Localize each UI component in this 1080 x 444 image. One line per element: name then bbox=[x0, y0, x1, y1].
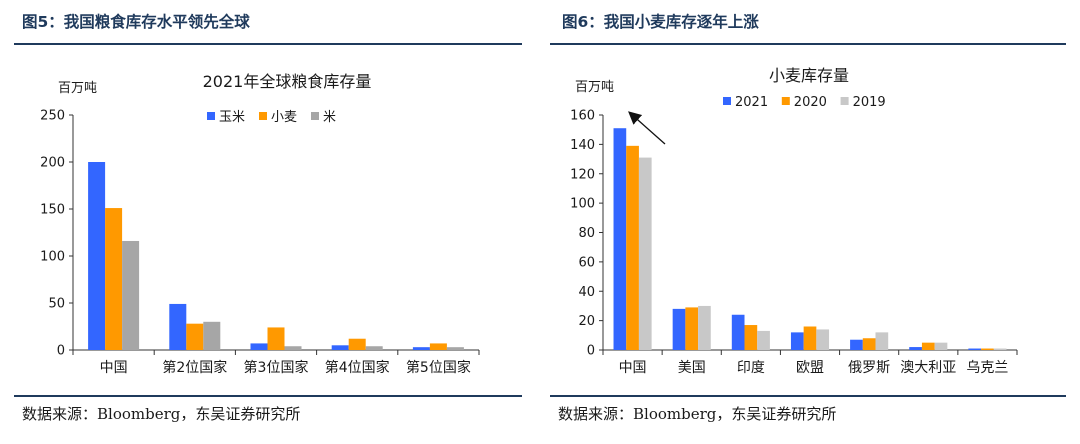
right-bottom-rule bbox=[550, 395, 1066, 397]
right-legend-label: 2021 bbox=[735, 95, 768, 110]
right-figure-panel: 图6：我国小麦库存逐年上涨 小麦库存量百万吨 0 20 40 60 80 100 120 140… bbox=[540, 0, 1080, 444]
right-bar bbox=[698, 305, 711, 350]
left-figure-title: 图5：我国粮食库存水平领先全球 bbox=[22, 13, 250, 31]
right-legend-label: 2019 bbox=[853, 95, 886, 110]
left-category-label: 第2位国家 bbox=[162, 359, 227, 376]
right-bar bbox=[921, 342, 935, 350]
right-bar bbox=[790, 332, 804, 350]
left-top-rule bbox=[14, 43, 522, 45]
left-chart-title: 2021年全球粮食库存量 bbox=[203, 72, 372, 91]
left-bottom-rule bbox=[14, 395, 522, 397]
right-bar bbox=[672, 308, 686, 350]
right-bar bbox=[613, 128, 627, 350]
left-bar bbox=[122, 240, 140, 350]
right-bar bbox=[816, 329, 830, 350]
right-category-label: 中国 bbox=[619, 360, 647, 376]
left-bar bbox=[429, 343, 447, 350]
left-legend-label: 米 bbox=[323, 110, 336, 125]
right-y-tick-label: 100 bbox=[570, 197, 595, 212]
left-y-tick-label: 0 bbox=[57, 344, 65, 359]
right-y-tick-label: 140 bbox=[570, 138, 595, 153]
left-y-tick-label: 50 bbox=[48, 297, 65, 312]
right-category-label: 乌克兰 bbox=[966, 360, 1008, 376]
right-y-tick-label: 120 bbox=[570, 167, 595, 182]
left-y-unit-label: 百万吨 bbox=[58, 81, 97, 96]
right-y-tick-label: 60 bbox=[578, 255, 595, 270]
right-bar bbox=[850, 339, 863, 350]
left-bar bbox=[186, 323, 204, 350]
right-bar bbox=[934, 342, 948, 350]
right-bar bbox=[981, 348, 994, 350]
right-bar bbox=[875, 332, 889, 350]
right-category-label: 美国 bbox=[678, 360, 706, 376]
right-y-unit-label: 百万吨 bbox=[575, 80, 614, 95]
left-bar bbox=[169, 303, 187, 350]
left-legend-label: 小麦 bbox=[271, 110, 297, 125]
right-annotation-arrow bbox=[628, 111, 666, 145]
left-bar bbox=[365, 346, 383, 350]
left-bar bbox=[348, 338, 366, 350]
left-category-label: 中国 bbox=[100, 360, 128, 376]
left-bar bbox=[203, 321, 221, 350]
left-category-label: 第5位国家 bbox=[406, 359, 471, 376]
right-bar bbox=[968, 348, 982, 350]
right-y-tick-label: 40 bbox=[578, 285, 595, 300]
right-legend-swatch bbox=[840, 97, 849, 105]
left-bar bbox=[331, 345, 349, 350]
left-chart: 2021年全球粮食库存量 百万吨 0 50 100 150 200 250 中国 第2位国家 第3位… bbox=[40, 72, 480, 376]
right-legend-swatch bbox=[723, 97, 731, 105]
right-bar bbox=[803, 326, 817, 350]
right-legend-swatch bbox=[781, 97, 790, 105]
left-bar bbox=[446, 347, 464, 350]
left-legend-label: 玉米 bbox=[219, 110, 245, 125]
right-figure-title: 图6：我国小麦库存逐年上涨 bbox=[562, 13, 759, 31]
left-legend-swatch bbox=[311, 112, 319, 120]
right-bar bbox=[731, 314, 745, 350]
left-y-tick-label: 150 bbox=[40, 203, 65, 218]
right-category-label: 欧盟 bbox=[796, 360, 824, 376]
right-y-tick-label: 20 bbox=[578, 314, 595, 329]
right-bar bbox=[909, 347, 922, 350]
right-bar bbox=[744, 325, 758, 350]
left-bar bbox=[284, 346, 302, 350]
left-figure-panel: 图5：我国粮食库存水平领先全球 2021年全球粮食库存量 百万吨 0 50 100 150… bbox=[14, 13, 522, 423]
right-category-label: 印度 bbox=[737, 360, 765, 376]
right-bar bbox=[626, 145, 639, 350]
right-y-tick-label: 160 bbox=[570, 109, 595, 124]
right-bar bbox=[862, 338, 876, 350]
right-bar bbox=[757, 330, 770, 350]
left-legend-swatch bbox=[259, 112, 267, 120]
left-source-note: 数据来源：Bloomberg，东吴证券研究所 bbox=[22, 405, 301, 423]
left-category-label: 第3位国家 bbox=[244, 359, 309, 376]
left-bar bbox=[105, 208, 123, 350]
right-chart-title: 小麦库存量 bbox=[769, 66, 849, 85]
left-bar bbox=[267, 327, 285, 350]
left-bar bbox=[412, 347, 430, 350]
right-y-tick-label: 0 bbox=[587, 344, 595, 359]
right-bar bbox=[685, 307, 699, 350]
right-y-tick-label: 80 bbox=[578, 226, 595, 241]
right-legend-label: 2020 bbox=[794, 95, 827, 110]
left-legend-swatch bbox=[207, 112, 215, 120]
right-category-label: 俄罗斯 bbox=[848, 360, 890, 376]
left-category-label: 第4位国家 bbox=[325, 359, 390, 376]
left-y-tick-label: 250 bbox=[40, 109, 65, 124]
right-top-rule bbox=[550, 43, 1066, 45]
left-y-tick-label: 100 bbox=[40, 250, 65, 265]
right-source-note: 数据来源：Bloomberg，东吴证券研究所 bbox=[558, 405, 837, 423]
right-category-label: 澳大利亚 bbox=[900, 360, 956, 376]
right-bar bbox=[638, 157, 652, 350]
left-y-tick-label: 200 bbox=[40, 156, 65, 171]
left-bar bbox=[88, 162, 106, 350]
right-bar bbox=[993, 348, 1007, 350]
left-bar bbox=[250, 343, 268, 350]
